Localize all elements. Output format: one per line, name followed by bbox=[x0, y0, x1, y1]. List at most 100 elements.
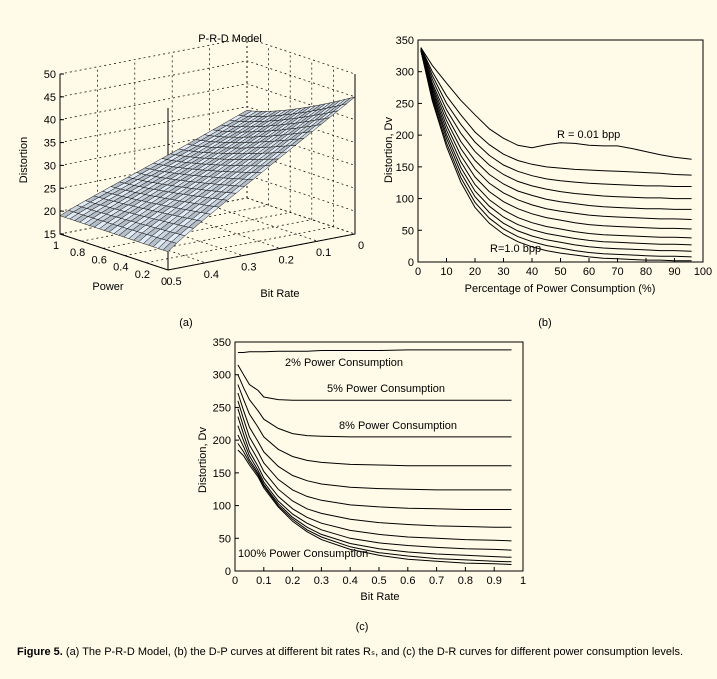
chart-a-ylabel: Bit Rate bbox=[260, 288, 299, 300]
chart-c-y-tick-label: 350 bbox=[213, 337, 231, 349]
chart-c-series-line-8 bbox=[237, 416, 512, 542]
chart-a-power-tick-label: 1 bbox=[53, 240, 59, 252]
chart-a-xlabel: Power bbox=[92, 281, 124, 293]
chart-a-rate-tick-label: 0.3 bbox=[241, 262, 256, 274]
chart-a-power-tick-label: 0 bbox=[161, 276, 167, 288]
chart-c-series-line-6 bbox=[237, 400, 512, 510]
chart-b-series-line-7 bbox=[420, 49, 692, 230]
chart-b-x-tick-label: 60 bbox=[583, 266, 595, 278]
chart-b-series-line-11 bbox=[420, 50, 692, 258]
chart-b-y-tick-label: 100 bbox=[396, 194, 414, 206]
chart-b-x-tick-label: 0 bbox=[415, 266, 421, 278]
chart-c-y-tick-label: 100 bbox=[213, 501, 231, 513]
chart-c-y-tick-label: 250 bbox=[213, 402, 231, 414]
chart-c-x-tick-label: 0.9 bbox=[487, 575, 502, 587]
chart-c-x-tick-label: 0.6 bbox=[400, 575, 415, 587]
chart-b-x-tick-label: 20 bbox=[469, 266, 481, 278]
chart-b-x-tick-label: 40 bbox=[526, 266, 538, 278]
chart-c-x-tick-label: 0.2 bbox=[285, 575, 300, 587]
chart-b-y-tick-label: 250 bbox=[396, 98, 414, 110]
chart-c-y-tick-label: 200 bbox=[213, 435, 231, 447]
chart-c-xlabel: Bit Rate bbox=[360, 591, 399, 603]
chart-b-series-line-2 bbox=[420, 47, 692, 176]
chart-a-z-ticks: 15 20 25 30 35 40 45 50 bbox=[44, 69, 64, 241]
chart-a-surface bbox=[59, 96, 356, 253]
chart-c-annotation-2pct: 2% Power Consumption bbox=[285, 357, 403, 369]
chart-a-power-ticks: 1 0.8 0.6 0.4 0.2 0 bbox=[53, 240, 167, 288]
chart-c-y-tick-label: 150 bbox=[213, 468, 231, 480]
chart-b-annotation-bottom: R=1.0 bpp bbox=[490, 243, 541, 255]
chart-a-rate-tick-label: 0.2 bbox=[279, 254, 294, 266]
chart-a-power-tick-label: 0.4 bbox=[113, 262, 128, 274]
chart-b: 0 10 20 30 40 50 60 70 80 90 100 0 50 100 150 200 250 300… bbox=[383, 35, 712, 329]
chart-b-x-tick-label: 80 bbox=[640, 266, 652, 278]
chart-c-y-tick-label: 300 bbox=[213, 370, 231, 382]
chart-b-x-tick-label: 70 bbox=[611, 266, 623, 278]
chart-a-grid-line bbox=[59, 60, 356, 98]
caption-text: (a) The P-R-D Model, (b) the D-P curves … bbox=[65, 646, 683, 658]
chart-b-x-tick-label: 50 bbox=[554, 266, 566, 278]
chart-b-ticks: 0 10 20 30 40 50 60 70 80 90 100 0 50 100 150 200 250 300… bbox=[396, 35, 713, 278]
chart-a-power-tick-label: 0.6 bbox=[92, 254, 107, 266]
chart-b-series-line-1 bbox=[420, 47, 692, 160]
chart-c-x-tick-label: 0.4 bbox=[343, 575, 358, 587]
chart-b-y-tick-label: 0 bbox=[408, 257, 414, 269]
caption-label: Figure 5. bbox=[17, 646, 63, 658]
chart-a-grid-line bbox=[209, 204, 318, 242]
chart-a-grid-line bbox=[146, 226, 334, 264]
chart-c-series-line-1 bbox=[237, 349, 512, 353]
chart-a-title: P-R-D Model bbox=[198, 33, 262, 45]
chart-b-series-line-9 bbox=[420, 49, 692, 246]
chart-a-z-tick-label: 25 bbox=[44, 183, 56, 195]
chart-b-series-line-6 bbox=[420, 48, 692, 220]
chart-b-y-tick-label: 200 bbox=[396, 130, 414, 142]
chart-c-x-tick-label: 0.5 bbox=[371, 575, 386, 587]
chart-b-sublabel: (b) bbox=[538, 317, 551, 329]
chart-c-y-tick-label: 0 bbox=[225, 566, 231, 578]
chart-c-annotation-100pct: 100% Power Consumption bbox=[238, 548, 368, 560]
chart-a-rate-tick-label: 0.1 bbox=[316, 247, 331, 259]
chart-b-ylabel: Distortion, Dv bbox=[383, 116, 395, 183]
chart-b-series-line-3 bbox=[420, 47, 692, 187]
chart-c-x-tick-label: 0.8 bbox=[458, 575, 473, 587]
chart-a-z-tick-label: 20 bbox=[44, 206, 56, 218]
chart-b-series bbox=[420, 47, 692, 262]
chart-c-series-line-11 bbox=[237, 443, 512, 563]
chart-a-grid-line bbox=[59, 37, 356, 75]
chart-c-series bbox=[237, 349, 512, 565]
chart-a-rate-tick-label: 0 bbox=[358, 240, 364, 252]
chart-c-series-line-4 bbox=[237, 384, 512, 467]
chart-b-series-line-5 bbox=[420, 48, 692, 210]
chart-a-rate-ticks: 0.5 0.4 0.3 0.2 0.1 0 bbox=[166, 240, 364, 288]
chart-b-y-tick-label: 150 bbox=[396, 162, 414, 174]
chart-b-annotation-top: R = 0.01 bpp bbox=[557, 129, 620, 141]
chart-a-z-tick-label: 45 bbox=[44, 92, 56, 104]
chart-c-annotation-8pct: 8% Power Consumption bbox=[339, 420, 457, 432]
chart-c: 0 0.1 0.2 0.3 0.4 0.5 0.6 0.7 0.8 0.9 1 0 50 100 150 20… bbox=[197, 337, 526, 633]
chart-a-z-tick-label: 35 bbox=[44, 138, 56, 150]
chart-c-annotation-5pct: 5% Power Consumption bbox=[327, 383, 445, 395]
chart-b-xlabel: Percentage of Power Consumption (%) bbox=[465, 283, 656, 295]
chart-a-sublabel: (a) bbox=[179, 317, 192, 329]
chart-a-z-tick-label: 40 bbox=[44, 115, 56, 127]
chart-c-plot-area bbox=[234, 341, 524, 572]
chart-a-grid-line bbox=[59, 233, 169, 271]
chart-c-series-line-10 bbox=[237, 434, 512, 558]
chart-b-series-line-10 bbox=[420, 49, 692, 252]
figure-caption: Figure 5. (a) The P-R-D Model, (b) the D… bbox=[17, 645, 707, 660]
chart-b-series-line-8 bbox=[420, 49, 692, 239]
chart-c-series-line-5 bbox=[237, 392, 512, 491]
chart-a-grid-line bbox=[124, 219, 312, 256]
chart-c-x-tick-label: 1 bbox=[520, 575, 526, 587]
chart-c-x-tick-label: 0.3 bbox=[314, 575, 329, 587]
chart-c-series-line-3 bbox=[237, 374, 512, 438]
chart-b-series-line-12 bbox=[420, 50, 692, 262]
chart-a-z-tick-label: 15 bbox=[44, 229, 56, 241]
chart-b-x-tick-label: 100 bbox=[694, 266, 712, 278]
chart-a-power-tick-label: 0.2 bbox=[135, 269, 150, 281]
chart-b-x-tick-label: 10 bbox=[440, 266, 452, 278]
chart-a-z-tick-label: 30 bbox=[44, 160, 56, 172]
chart-b-y-tick-label: 300 bbox=[396, 67, 414, 79]
chart-a-zlabel: Distortion bbox=[18, 137, 30, 183]
